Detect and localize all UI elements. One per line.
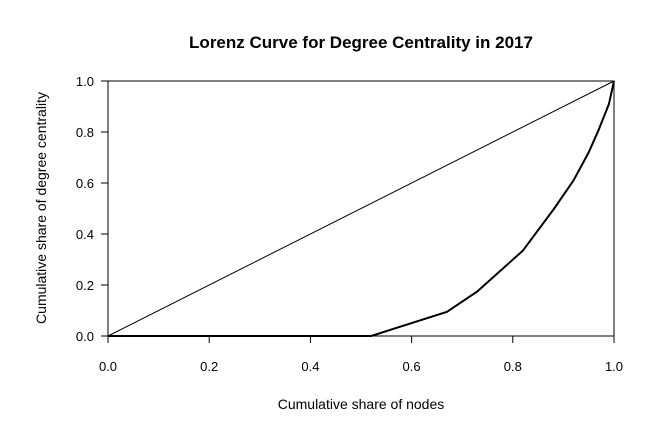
x-tick-label: 0.0 (99, 359, 117, 374)
y-tick-label: 1.0 (76, 74, 94, 89)
y-tick-label: 0.0 (76, 329, 94, 344)
equality-line (107, 80, 615, 337)
y-tick-label: 0.2 (76, 278, 94, 293)
y-tick-label: 0.8 (76, 125, 94, 140)
y-axis: 0.0 0.2 0.4 0.6 0.8 1.0 (76, 74, 108, 344)
x-tick-label: 0.2 (200, 359, 218, 374)
series-layer (107, 80, 615, 337)
x-tick-label: 0.8 (504, 359, 522, 374)
x-axis: 0.0 0.2 0.4 0.6 0.8 1.0 (99, 336, 623, 374)
y-axis-label: Cumulative share of degree centrality (33, 92, 49, 324)
chart-title: Lorenz Curve for Degree Centrality in 20… (189, 33, 533, 52)
y-tick-label: 0.4 (76, 227, 94, 242)
lorenz-curve-line (108, 80, 615, 337)
x-tick-label: 1.0 (605, 359, 623, 374)
x-tick-label: 0.4 (301, 359, 319, 374)
y-tick-label: 0.6 (76, 176, 94, 191)
x-axis-label: Cumulative share of nodes (278, 396, 445, 412)
x-tick-label: 0.6 (403, 359, 421, 374)
